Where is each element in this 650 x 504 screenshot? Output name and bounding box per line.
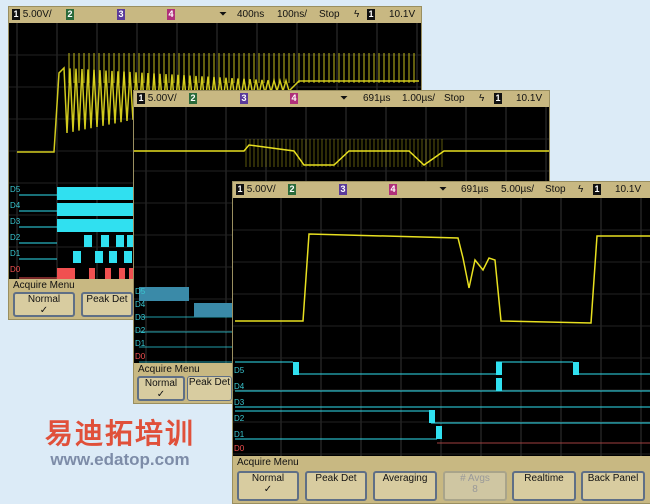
digital-pulse: [496, 378, 502, 391]
scope-screen-3: 1 5.00V/ 2 3 4 ⏷ 691µs 5.00µs/ Stop ϟ 1 …: [232, 181, 650, 504]
ch4-badge[interactable]: 4: [167, 9, 175, 20]
trigger-edge-icon: ϟ: [354, 9, 360, 20]
ch2-badge[interactable]: 2: [189, 93, 197, 104]
run-state[interactable]: Stop: [444, 93, 465, 104]
digital-pulse: [124, 251, 132, 263]
digital-label: D2: [135, 326, 146, 335]
digital-pulse: [101, 235, 109, 247]
ch4-badge[interactable]: 4: [389, 184, 397, 195]
digital-pulse: [109, 251, 117, 263]
digital-label: D2: [10, 233, 21, 242]
digital-pulse: [429, 410, 435, 423]
normal-button[interactable]: Normal ✓: [137, 376, 185, 401]
digital-label: D4: [135, 300, 146, 309]
trigger-level[interactable]: 10.1V: [389, 9, 416, 20]
status-bar: 1 5.00V/ 2 3 4 ⏷ 691µs 5.00µs/ Stop ϟ 1 …: [233, 182, 650, 198]
digital-pulse: [127, 235, 135, 247]
digital-pulse: [293, 362, 299, 375]
trigger-source[interactable]: 1: [593, 184, 601, 195]
realtime-button[interactable]: Realtime: [512, 471, 576, 501]
delay[interactable]: 691µs: [461, 184, 489, 195]
vertical-scale[interactable]: 5.00V/: [22, 9, 52, 20]
ch1-badge[interactable]: 1: [236, 184, 244, 195]
run-state[interactable]: Stop: [319, 9, 340, 20]
digital-label: D5: [10, 185, 21, 194]
timebase[interactable]: 1.00µs/: [402, 93, 436, 104]
acquire-menu: Acquire Menu Normal ✓ Peak Det Averaging …: [233, 456, 650, 503]
ch1-badge[interactable]: 1: [12, 9, 20, 20]
trigger-edge-icon: ϟ: [479, 93, 485, 104]
digital-label: D1: [234, 430, 245, 439]
ch2-badge[interactable]: 2: [66, 9, 74, 20]
timebase[interactable]: 5.00µs/: [501, 184, 535, 195]
menu-title: Acquire Menu: [237, 457, 299, 468]
normal-button[interactable]: Normal ✓: [237, 471, 299, 501]
run-state[interactable]: Stop: [545, 184, 566, 195]
digital-pulse: [73, 251, 81, 263]
digital-pulse: [95, 251, 103, 263]
delay[interactable]: 691µs: [363, 93, 391, 104]
digital-label: D3: [234, 398, 245, 407]
timebase[interactable]: 100ns/: [277, 9, 308, 20]
digital-label: D4: [10, 201, 21, 210]
vertical-scale[interactable]: 5.00V/: [147, 93, 177, 104]
d0-pulse: [57, 268, 75, 279]
num-avgs-button[interactable]: # Avgs 8: [443, 471, 507, 501]
digital-label: D1: [10, 249, 21, 258]
watermark-url: www.edatop.com: [50, 450, 190, 469]
ch3-badge[interactable]: 3: [240, 93, 248, 104]
digital-label: D5: [234, 366, 245, 375]
analog-trace: [134, 144, 549, 166]
waveform-display: [233, 198, 650, 456]
digital-burst: [139, 287, 189, 301]
digital-pulse: [496, 362, 502, 375]
d0-pulse: [105, 268, 111, 279]
analog-trace: [235, 233, 650, 324]
peak-det-button[interactable]: Peak Det: [305, 471, 367, 501]
vertical-scale[interactable]: 5.00V/: [246, 184, 276, 195]
watermark-logo: 易迪拓培训 www.edatop.com: [20, 418, 220, 470]
trigger-level[interactable]: 10.1V: [516, 93, 543, 104]
ch3-badge[interactable]: 3: [117, 9, 125, 20]
trigger-level[interactable]: 10.1V: [615, 184, 642, 195]
digital-pulse: [116, 235, 124, 247]
digital-label: D0: [234, 444, 245, 453]
digital-pulse: [573, 362, 579, 375]
watermark-cn: 易迪拓培训: [44, 418, 195, 449]
digital-label: D0: [135, 352, 146, 361]
menu-title: Acquire Menu: [13, 280, 75, 291]
trigger-icon: ⏷: [340, 93, 348, 104]
trigger-source[interactable]: 1: [494, 93, 502, 104]
menu-title: Acquire Menu: [138, 364, 200, 375]
back-panel-button[interactable]: Back Panel: [581, 471, 645, 501]
averaging-button[interactable]: Averaging: [373, 471, 437, 501]
status-bar: 1 5.00V/ 2 3 4 ⏷ 691µs 1.00µs/ Stop ϟ 1 …: [134, 91, 549, 107]
digital-label: D1: [135, 339, 146, 348]
digital-label: D3: [10, 217, 21, 226]
digital-burst: [194, 303, 244, 317]
digital-label: D3: [135, 313, 146, 322]
delay[interactable]: 400ns: [237, 9, 265, 20]
peak-det-button[interactable]: Peak Det: [187, 376, 232, 401]
status-bar: 1 5.00V/ 2 3 4 ⏷ 400ns 100ns/ Stop ϟ 1 1…: [9, 7, 421, 23]
digital-pulse: [436, 426, 442, 439]
digital-pulse: [84, 235, 92, 247]
ch4-badge[interactable]: 4: [290, 93, 298, 104]
digital-label: D0: [10, 265, 21, 274]
ch2-badge[interactable]: 2: [288, 184, 296, 195]
digital-label: D5: [135, 287, 146, 296]
trigger-edge-icon: ϟ: [578, 184, 584, 195]
d0-pulse: [89, 268, 95, 279]
d0-pulse: [129, 268, 135, 279]
digital-label: D2: [234, 414, 245, 423]
d0-pulse: [119, 268, 125, 279]
peak-det-button[interactable]: Peak Det: [81, 292, 133, 317]
trigger-source[interactable]: 1: [367, 9, 375, 20]
trigger-icon: ⏷: [219, 9, 227, 20]
trigger-icon: ⏷: [439, 184, 447, 195]
normal-button[interactable]: Normal ✓: [13, 292, 75, 317]
digital-label: D4: [234, 382, 245, 391]
ch3-badge[interactable]: 3: [339, 184, 347, 195]
ch1-badge[interactable]: 1: [137, 93, 145, 104]
